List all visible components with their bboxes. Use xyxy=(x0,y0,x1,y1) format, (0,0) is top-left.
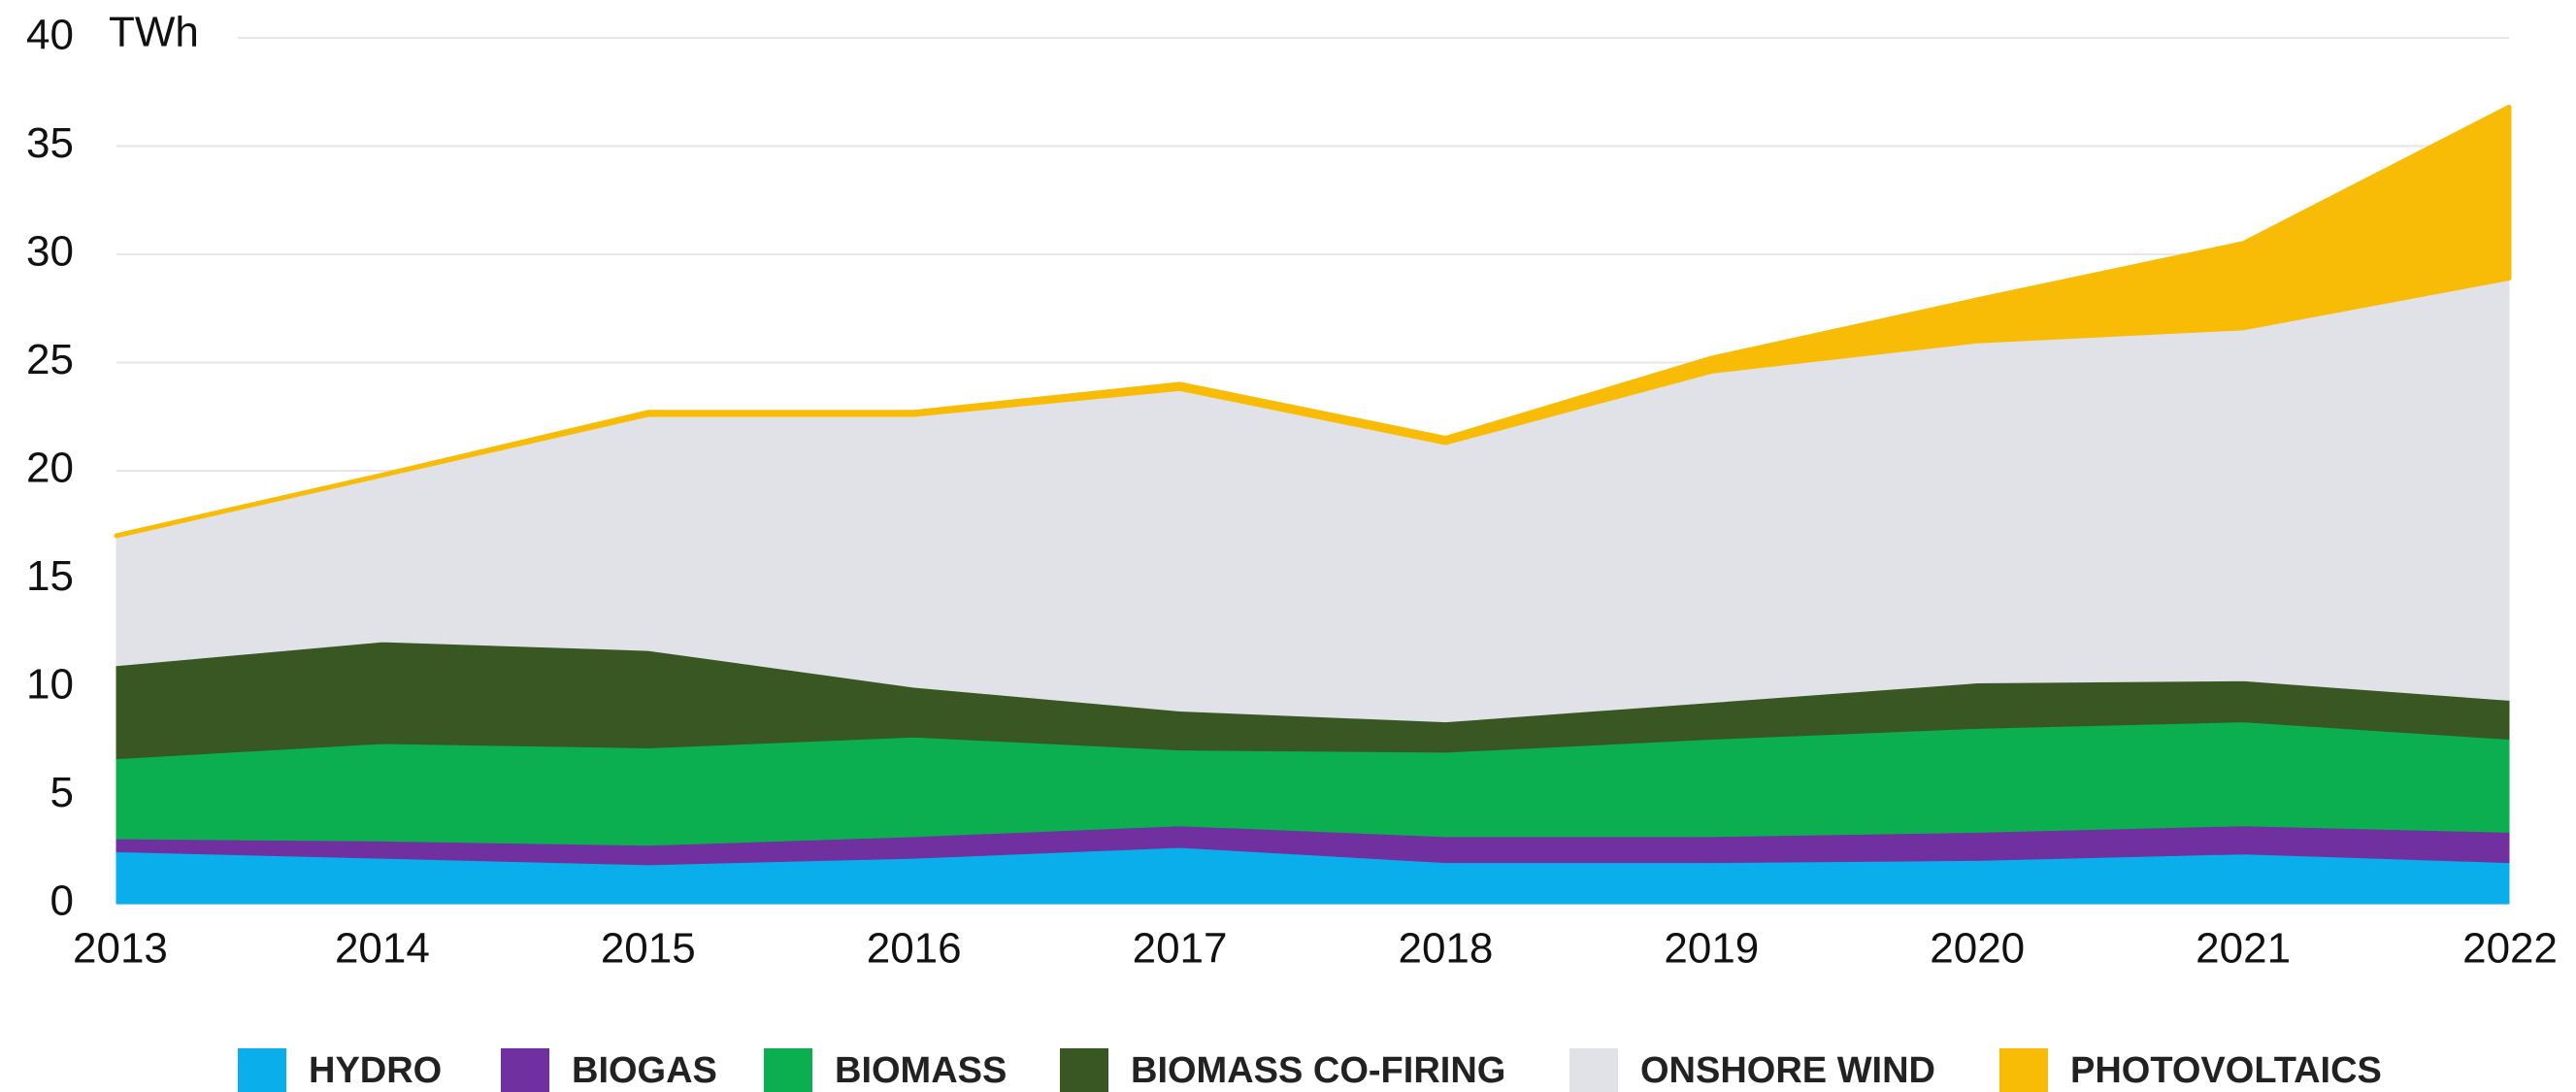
x-tick-label: 2017 xyxy=(1133,925,1228,973)
area xyxy=(114,104,2512,539)
legend-label: HYDRO xyxy=(309,1050,442,1091)
x-tick-label: 2018 xyxy=(1398,925,1493,973)
legend-label: PHOTOVOLTAICS xyxy=(2070,1050,2382,1091)
legend-swatch xyxy=(1999,1048,2048,1092)
y-tick-label: 5 xyxy=(50,769,74,816)
legend-label: BIOMASS CO-FIRING xyxy=(1131,1050,1505,1091)
y-tick-label: 35 xyxy=(26,119,74,167)
y-tick-label: 10 xyxy=(26,661,74,709)
legend-swatch xyxy=(1569,1048,1618,1092)
x-tick-label: 2015 xyxy=(601,925,696,973)
y-tick-label: 20 xyxy=(26,445,74,492)
x-tick-label: 2019 xyxy=(1664,925,1759,973)
x-tick-label: 2022 xyxy=(2462,925,2558,973)
y-tick-label: 30 xyxy=(26,228,74,276)
y-tick-label: 40 xyxy=(26,12,74,59)
legend-swatch xyxy=(238,1048,286,1092)
x-tick-label: 2014 xyxy=(335,925,430,973)
x-tick-label: 2020 xyxy=(1930,925,2025,973)
legend-label: ONSHORE WIND xyxy=(1640,1050,1935,1091)
legend-swatch xyxy=(501,1048,549,1092)
legend-label: BIOMASS xyxy=(835,1050,1007,1091)
y-tick-label: 15 xyxy=(26,552,74,600)
legend-swatch xyxy=(1060,1048,1108,1092)
legend-label: BIOGAS xyxy=(572,1050,717,1091)
legend-swatch xyxy=(764,1048,812,1092)
y-axis-unit: TWh xyxy=(109,9,199,56)
y-tick-label: 25 xyxy=(26,336,74,383)
x-tick-label: 2013 xyxy=(73,925,168,973)
y-tick-label: 0 xyxy=(50,877,74,925)
x-tick-label: 2016 xyxy=(867,925,962,973)
x-tick-label: 2021 xyxy=(2196,925,2291,973)
